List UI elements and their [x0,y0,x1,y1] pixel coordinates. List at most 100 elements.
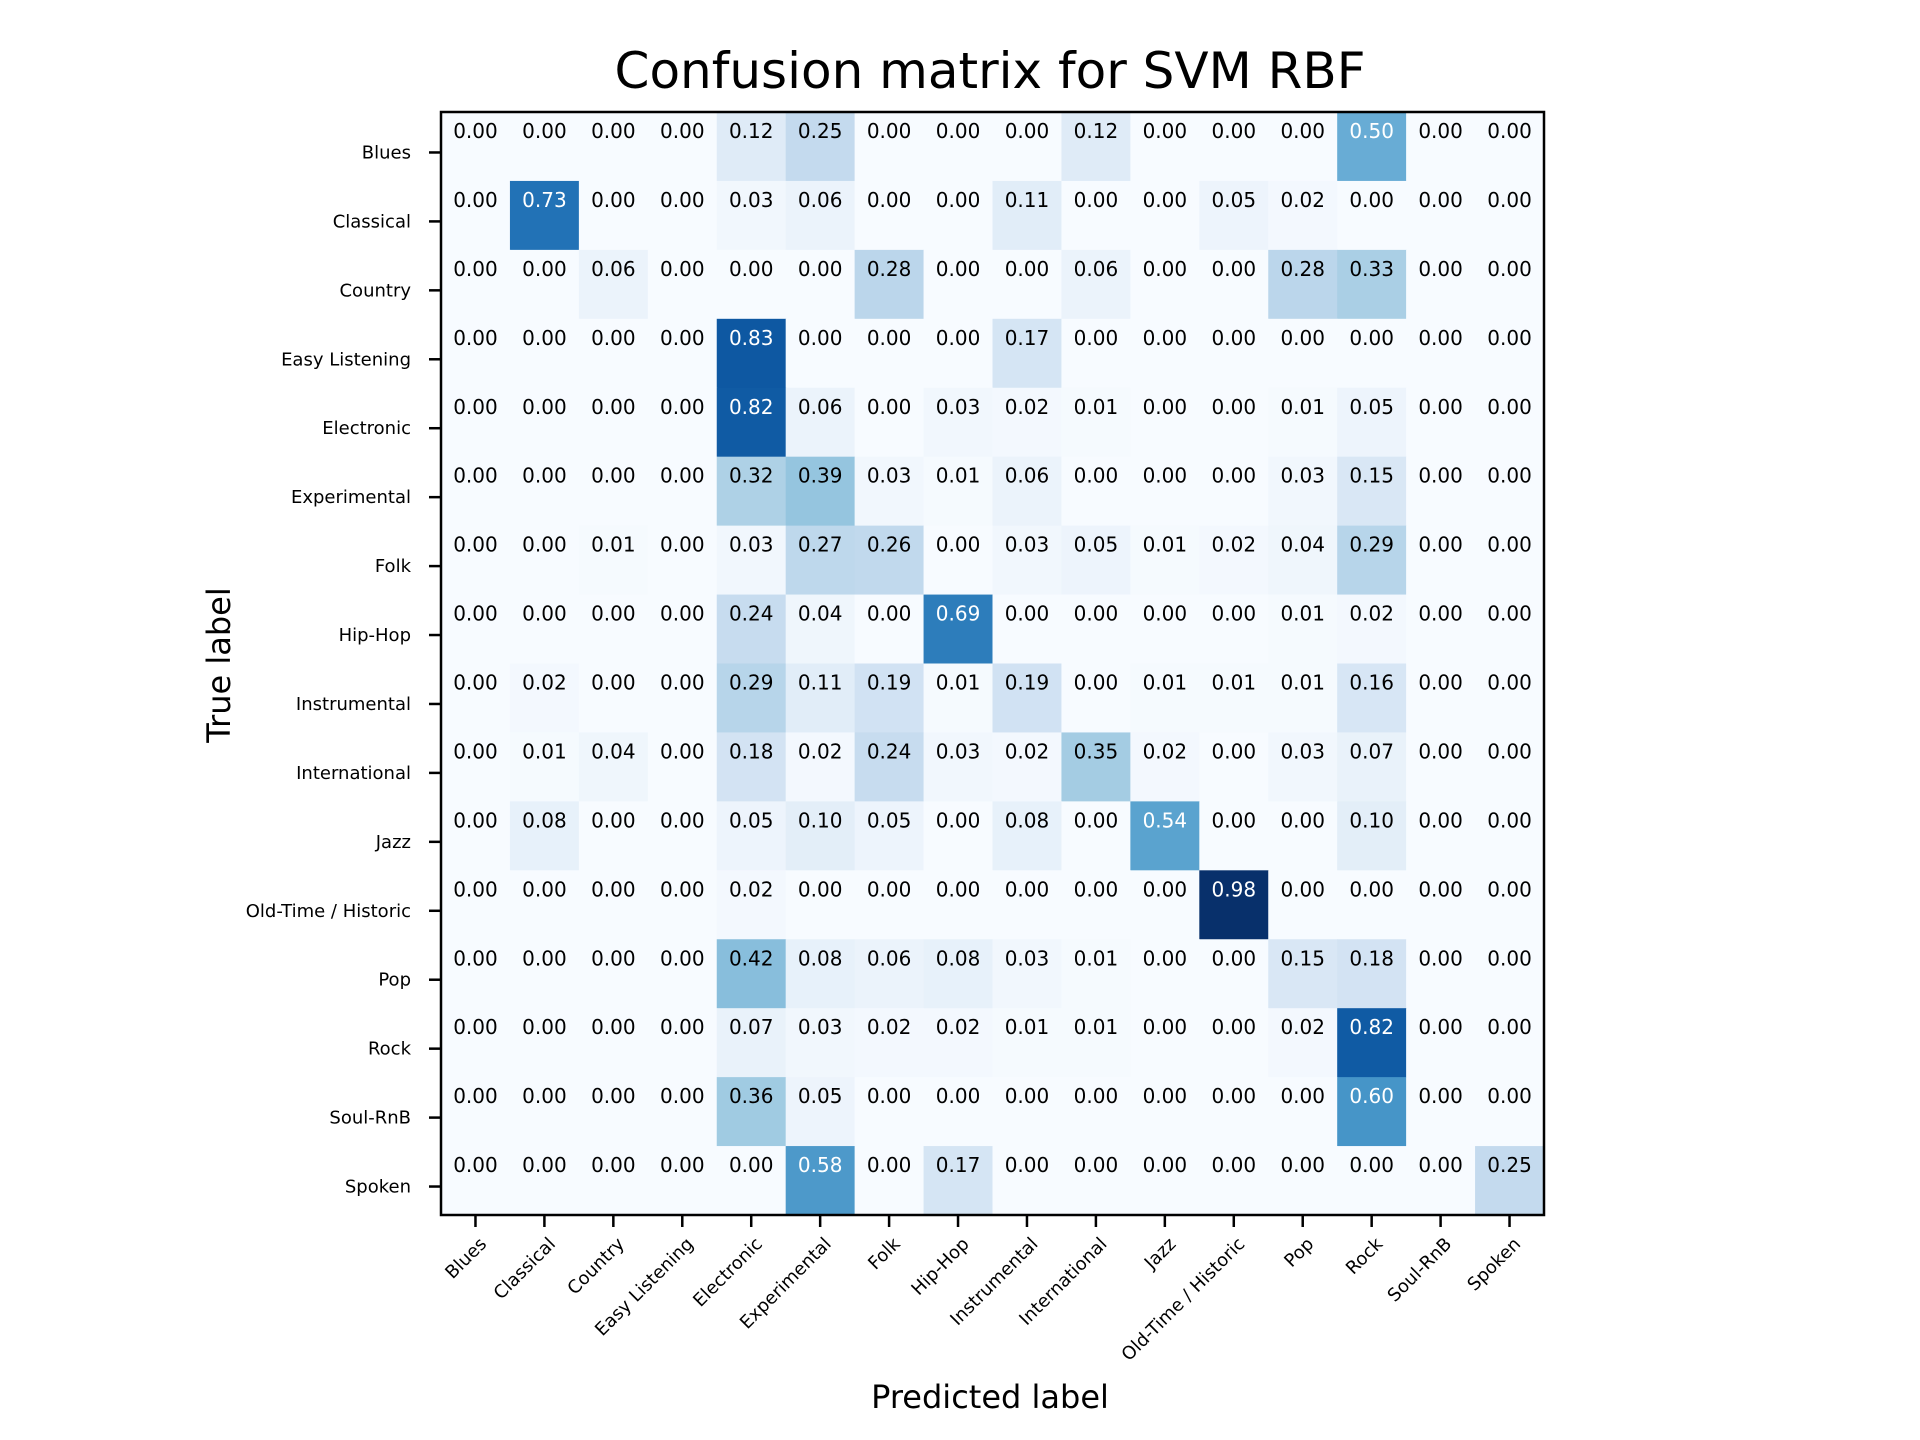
heatmap-cell [992,387,1062,458]
cell-value-label: 0.03 [729,188,774,212]
heatmap-cell [923,594,993,664]
heatmap-cell [716,594,787,664]
cell-value-label: 0.73 [522,188,567,212]
heatmap-cell [509,387,580,458]
cell-value-label: 0.06 [798,395,843,419]
cell-value-label: 0.00 [1418,946,1463,970]
heatmap-cell [854,870,925,940]
cell-value-label: 0.00 [522,877,567,901]
heatmap-cell [1475,112,1545,182]
cell-value-label: 0.00 [453,119,498,143]
heatmap-cell [1199,387,1269,458]
cell-value-label: 0.06 [1005,464,1050,488]
cell-value-label: 0.00 [591,119,636,143]
cell-value-label: 0.00 [453,877,498,901]
cell-value-label: 0.00 [591,602,636,626]
cell-value-label: 0.00 [1487,188,1532,212]
cell-value-label: 0.00 [453,808,498,832]
cell-value-label: 0.00 [453,602,498,626]
heatmap-cell [1406,732,1476,802]
cell-value-label: 0.00 [453,1153,498,1177]
cell-value-label: 0.06 [798,188,843,212]
heatmap-cell [1337,594,1407,664]
cell-value-label: 0.00 [591,395,636,419]
heatmap-cell [1337,525,1407,596]
cell-value-label: 0.00 [660,119,705,143]
cell-value-label: 0.00 [867,119,912,143]
cell-value-label: 0.00 [1005,877,1050,901]
cell-value-label: 0.00 [453,257,498,281]
heatmap-cell [716,525,787,596]
heatmap-cell [441,939,511,1009]
x-tick-label: Soul-RnB [1384,1234,1457,1307]
heatmap-cell [578,456,649,527]
heatmap-cell [509,249,580,320]
cell-value-label: 0.00 [1074,602,1119,626]
heatmap-cell [992,663,1062,733]
cell-value-label: 0.00 [591,1084,636,1108]
cell-value-label: 0.00 [591,326,636,350]
heatmap-cell [923,318,993,389]
cell-value-label: 0.00 [660,739,705,763]
heatmap-cell [1337,387,1407,458]
cell-value-label: 0.03 [1280,464,1325,488]
heatmap-cell [1061,249,1131,320]
cell-value-label: 0.00 [1487,1084,1532,1108]
cell-value-label: 0.00 [1212,395,1257,419]
heatmap-cell [509,1008,580,1078]
cell-value-label: 0.06 [1074,257,1119,281]
cell-value-label: 0.01 [1143,671,1188,695]
cell-value-label: 0.02 [729,877,774,901]
cell-value-label: 0.00 [660,877,705,901]
cell-value-label: 0.00 [453,946,498,970]
heatmap-cell [1199,456,1269,527]
heatmap-cell [1061,112,1131,182]
x-axis-label: Predicted label [871,1378,1109,1416]
heatmap-cell [509,594,580,664]
cell-value-label: 0.00 [867,602,912,626]
cell-value-label: 0.00 [1074,326,1119,350]
cell-value-label: 0.35 [1074,739,1119,763]
heatmap-cell [441,387,511,458]
cell-value-label: 0.00 [453,739,498,763]
heatmap-cell [923,939,993,1009]
heatmap-cell [785,180,856,251]
cell-value-label: 0.00 [1418,464,1463,488]
cell-value-label: 0.18 [729,739,774,763]
heatmap-cell [578,1146,649,1216]
cell-value-label: 0.00 [1074,808,1119,832]
heatmap-cell [647,801,718,871]
heatmap-cell [992,594,1062,664]
heatmap-cell [441,1077,511,1147]
cell-value-label: 0.00 [936,188,981,212]
cell-value-label: 0.00 [1212,464,1257,488]
heatmap-cell [992,732,1062,802]
cell-value-label: 0.00 [1418,877,1463,901]
heatmap-cell [992,180,1062,251]
heatmap-cell [1337,732,1407,802]
cell-value-label: 0.00 [1143,1084,1188,1108]
heatmap-cell [509,525,580,596]
heatmap-cell [923,1077,993,1147]
heatmap-cell [1406,939,1476,1009]
cell-value-label: 0.00 [591,1153,636,1177]
heatmap-cell [854,1008,925,1078]
heatmap-cell [1268,1077,1338,1147]
cell-value-label: 0.00 [1487,119,1532,143]
heatmap-cell [1475,525,1545,596]
heatmap-cell [923,525,993,596]
cell-value-label: 0.00 [522,1015,567,1039]
heatmap-cell [1061,870,1131,940]
heatmap-cell [509,801,580,871]
heatmap-cell [441,663,511,733]
cell-value-label: 0.00 [1212,1084,1257,1108]
y-tick-label: Rock [368,1039,412,1060]
heatmap-cell [647,939,718,1009]
cell-value-label: 0.00 [522,464,567,488]
cell-value-label: 0.00 [453,464,498,488]
cell-value-label: 0.00 [1074,671,1119,695]
cell-value-label: 0.18 [1349,946,1394,970]
heatmap-cell [509,939,580,1009]
cell-value-label: 0.00 [1418,1153,1463,1177]
heatmap-cell [785,318,856,389]
